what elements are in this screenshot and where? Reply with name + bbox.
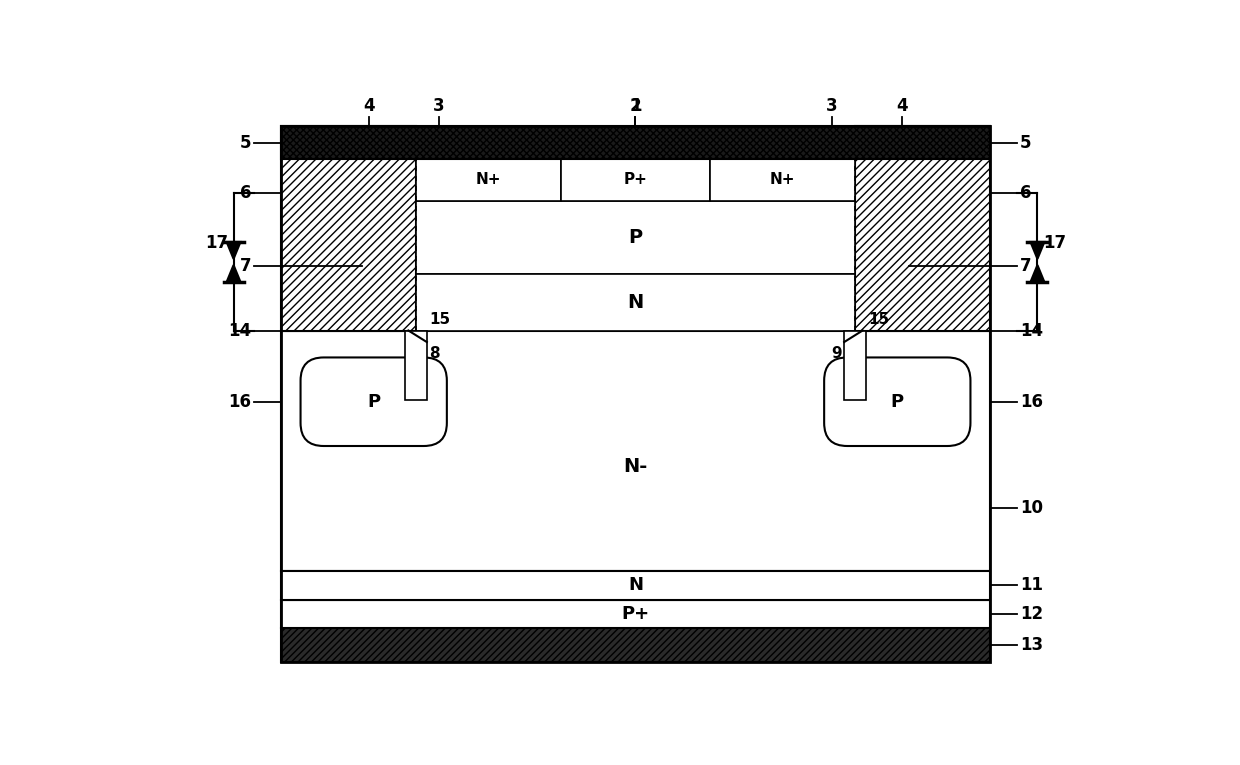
Polygon shape: [1030, 265, 1044, 282]
Polygon shape: [1030, 242, 1044, 259]
Bar: [281, 126, 990, 159]
Polygon shape: [227, 265, 241, 282]
Text: 6: 6: [1019, 184, 1032, 203]
Text: N: N: [627, 576, 644, 594]
Text: 1: 1: [630, 97, 641, 115]
Bar: [281, 330, 990, 571]
Text: N: N: [627, 293, 644, 312]
Text: 3: 3: [826, 97, 838, 115]
Bar: [417, 275, 854, 330]
Bar: [281, 600, 990, 629]
Text: P+: P+: [621, 605, 650, 623]
Bar: [405, 330, 427, 400]
Polygon shape: [227, 242, 241, 259]
Text: 10: 10: [1019, 500, 1043, 517]
Bar: [711, 159, 854, 201]
Text: 7: 7: [239, 257, 252, 275]
Text: 7: 7: [1019, 257, 1032, 275]
Text: N+: N+: [476, 172, 501, 187]
Text: 5: 5: [1019, 134, 1032, 151]
Text: 16: 16: [228, 392, 252, 411]
Text: P: P: [629, 228, 642, 247]
Bar: [281, 571, 990, 600]
Text: 11: 11: [1019, 576, 1043, 594]
Text: 2: 2: [630, 97, 641, 115]
FancyBboxPatch shape: [825, 357, 971, 446]
Text: 17: 17: [1043, 234, 1066, 252]
Text: 14: 14: [228, 321, 252, 340]
Bar: [560, 159, 711, 201]
Text: P+: P+: [624, 172, 647, 187]
FancyBboxPatch shape: [300, 357, 446, 446]
Text: 15: 15: [429, 311, 450, 327]
Bar: [281, 629, 990, 662]
Bar: [281, 126, 417, 330]
Bar: [844, 330, 866, 400]
Text: 14: 14: [1019, 321, 1043, 340]
Text: 6: 6: [239, 184, 252, 203]
Text: 15: 15: [868, 311, 889, 327]
Bar: [417, 201, 854, 275]
Text: 4: 4: [363, 97, 374, 115]
Text: 9: 9: [831, 346, 842, 361]
Text: P: P: [890, 392, 904, 411]
Text: 8: 8: [429, 346, 440, 361]
Bar: [417, 159, 560, 201]
Text: 4: 4: [897, 97, 908, 115]
Text: 12: 12: [1019, 605, 1043, 623]
Bar: [854, 126, 990, 330]
Text: 16: 16: [1019, 392, 1043, 411]
Text: 3: 3: [433, 97, 445, 115]
Text: P: P: [367, 392, 381, 411]
Text: 13: 13: [1019, 636, 1043, 654]
Bar: [281, 126, 990, 662]
Text: N+: N+: [770, 172, 795, 187]
Text: 5: 5: [239, 134, 252, 151]
Text: 17: 17: [205, 234, 228, 252]
Bar: [417, 126, 854, 330]
Text: N-: N-: [624, 457, 647, 476]
